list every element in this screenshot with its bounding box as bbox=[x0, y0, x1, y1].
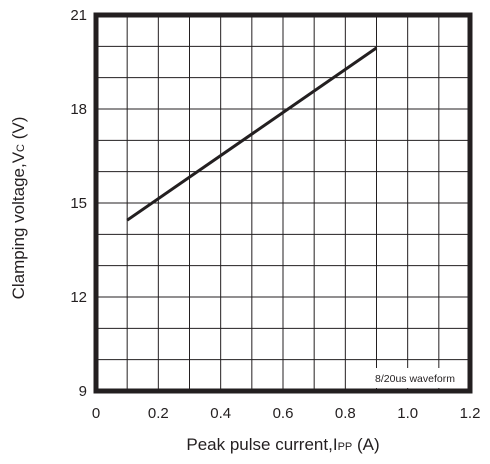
y-axis-title-sub: C bbox=[15, 144, 27, 152]
x-tick-label: 0.4 bbox=[210, 405, 231, 422]
y-tick-label: 18 bbox=[70, 101, 87, 118]
x-tick-labels: 0 0.2 0.4 0.6 0.8 1.0 1.2 bbox=[92, 405, 481, 422]
y-tick-label: 15 bbox=[70, 195, 87, 212]
x-tick-label: 1.2 bbox=[460, 405, 481, 422]
x-tick-label: 0.2 bbox=[148, 405, 169, 422]
x-tick-label: 1.0 bbox=[397, 405, 418, 422]
annotation-box bbox=[360, 368, 468, 388]
annotation-text: 8/20us waveform bbox=[375, 373, 455, 385]
series-layer bbox=[126, 46, 378, 222]
y-axis-title: Clamping voltage,VC (V) bbox=[9, 117, 28, 300]
x-axis-title-unit: (A) bbox=[352, 435, 379, 454]
plot-frame bbox=[93, 12, 473, 394]
x-tick-label: 0 bbox=[92, 405, 100, 422]
y-axis-title-unit: (V) bbox=[9, 117, 28, 144]
x-tick-label: 0.6 bbox=[273, 405, 294, 422]
x-tick-label: 0.8 bbox=[335, 405, 356, 422]
x-axis-title: Peak pulse current,IPP (A) bbox=[186, 435, 379, 454]
x-axis-title-main: Peak pulse current,I bbox=[186, 435, 337, 454]
y-tick-label: 21 bbox=[70, 7, 87, 24]
y-tick-label: 9 bbox=[79, 383, 87, 400]
y-axis-title-main: Clamping voltage,V bbox=[9, 151, 28, 299]
y-tick-labels: 9 12 15 18 21 bbox=[70, 7, 87, 400]
x-axis-title-sub: PP bbox=[338, 441, 353, 453]
y-tick-label: 12 bbox=[70, 289, 87, 306]
grid bbox=[96, 15, 470, 391]
series-line bbox=[126, 46, 378, 222]
